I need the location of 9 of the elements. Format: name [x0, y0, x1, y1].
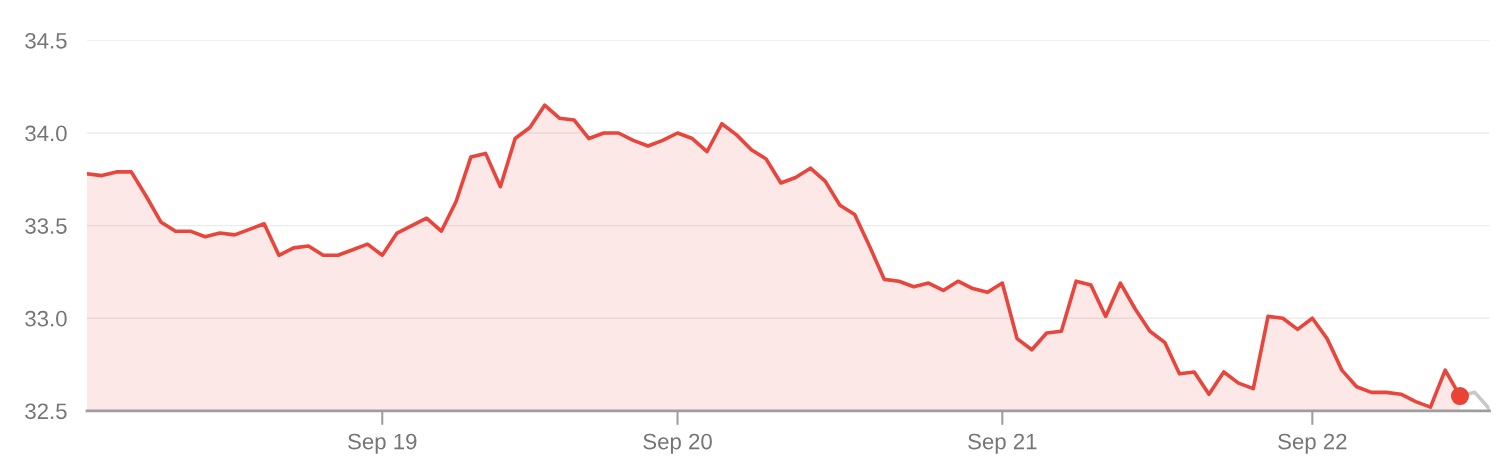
y-tick-label: 34.0: [25, 125, 67, 142]
x-tick-label: Sep 21: [968, 433, 1037, 454]
y-tick-label: 33.5: [25, 218, 67, 234]
x-tick-label: Sep 20: [643, 433, 712, 454]
x-tick-label: Sep 22: [1278, 433, 1347, 454]
y-tick-label: 33.0: [25, 310, 67, 327]
y-tick-label: 34.5: [25, 32, 67, 49]
x-tick-label: Sep 19: [348, 433, 417, 454]
y-tick-label: 32.5: [25, 403, 67, 420]
